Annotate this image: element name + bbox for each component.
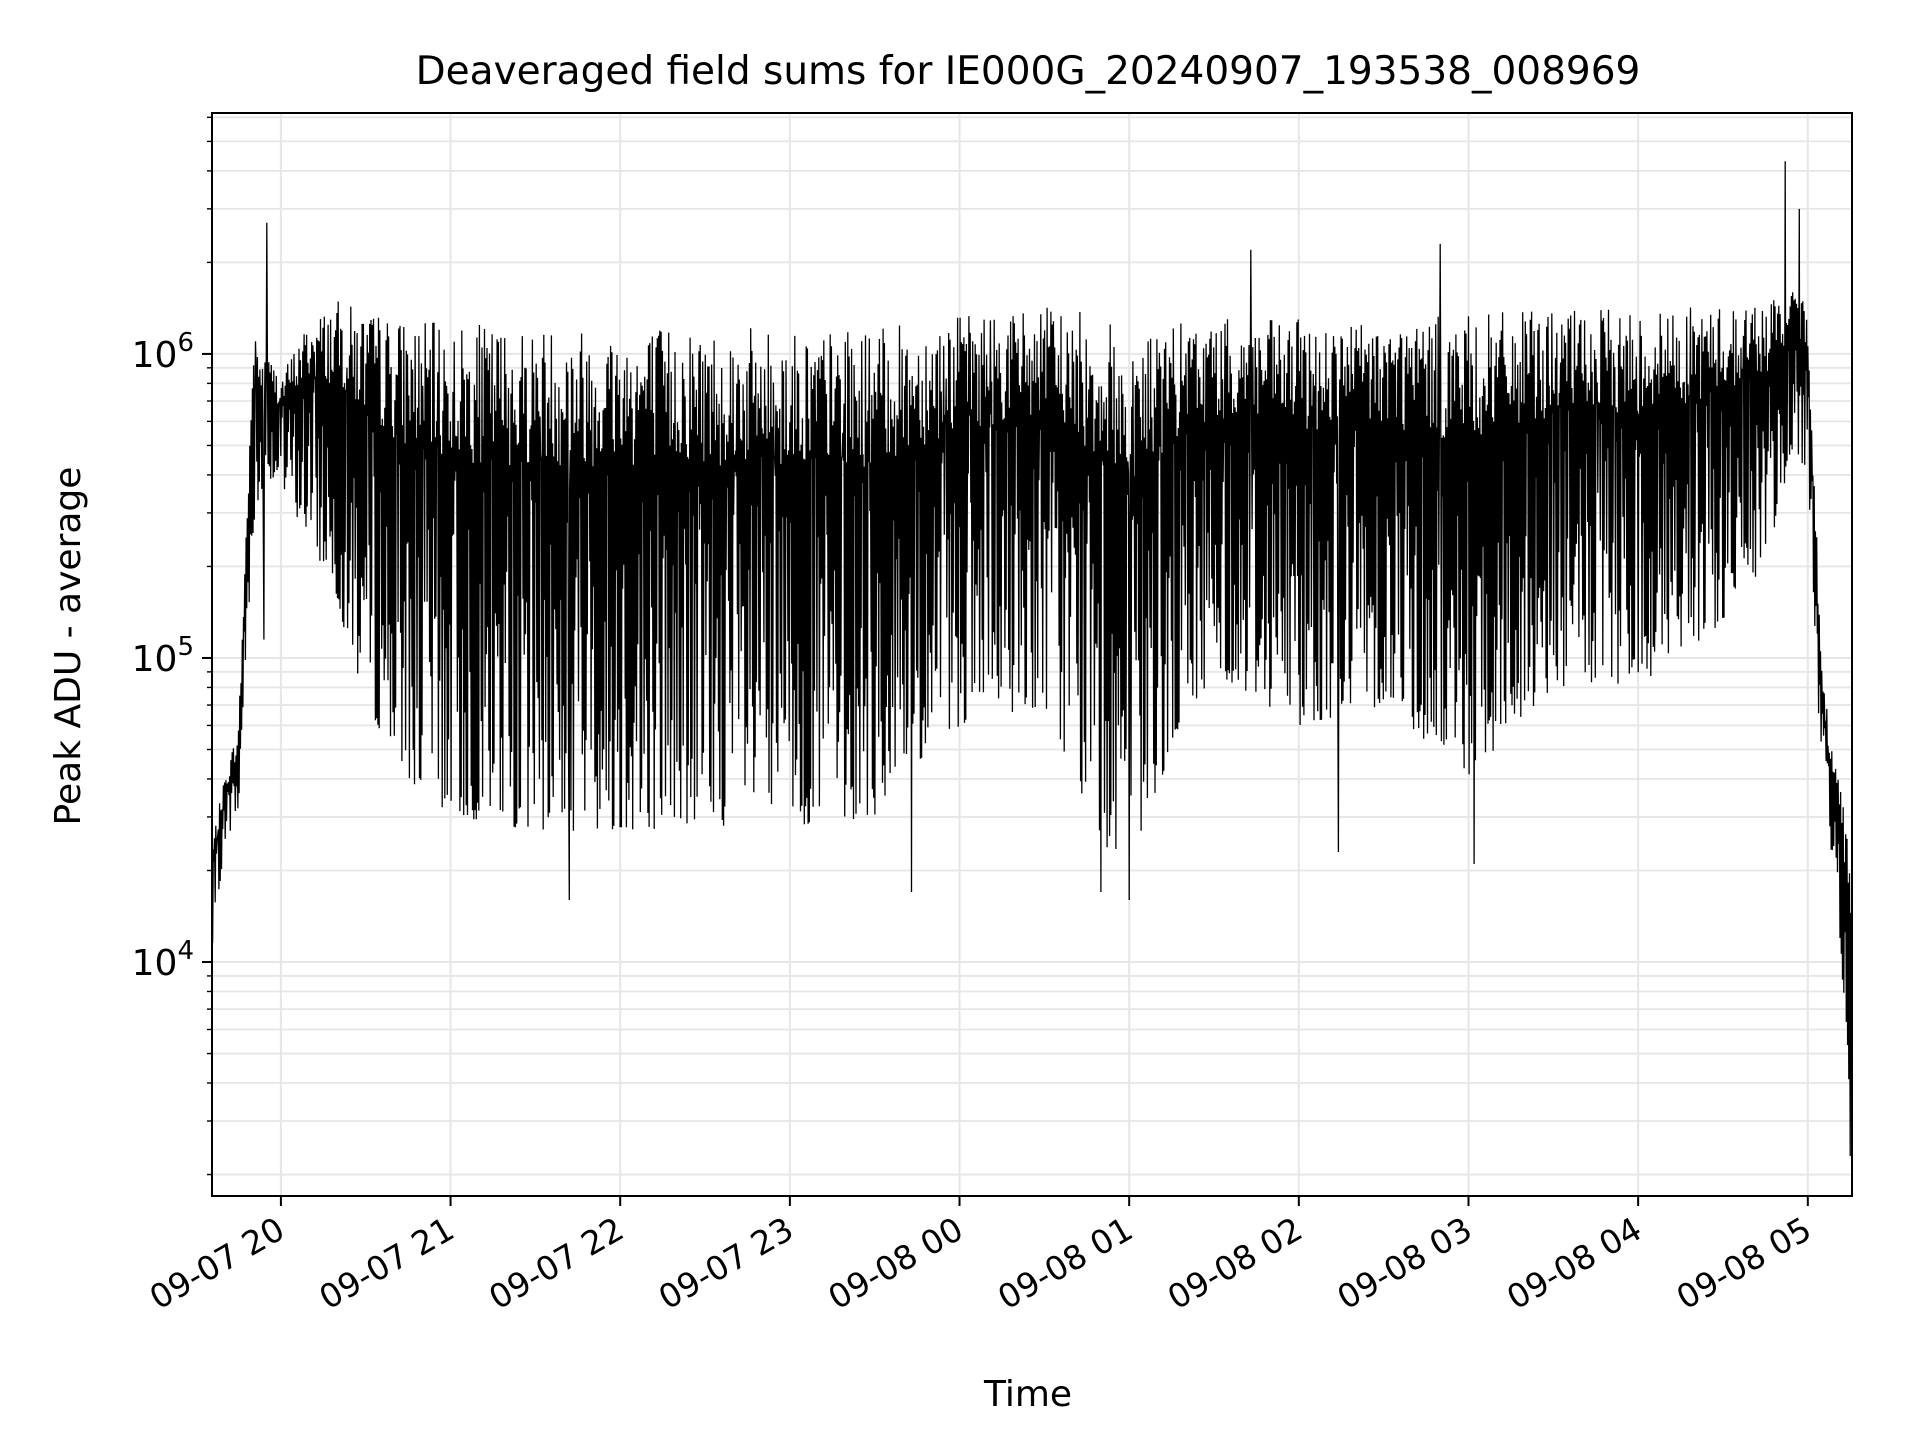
data-series xyxy=(212,161,1852,1157)
x-axis-label: Time xyxy=(983,1374,1072,1415)
y-tick-label: 104 xyxy=(132,936,194,984)
y-axis-label: Peak ADU - average xyxy=(48,467,89,826)
y-axis-ticks: 104 105 106 xyxy=(132,116,212,1176)
y-tick-label: 105 xyxy=(132,632,194,680)
series-line xyxy=(212,161,1852,1157)
y-tick-label: 106 xyxy=(132,328,194,376)
chart-title: Deaveraged field sums for IE000G_2024090… xyxy=(416,49,1641,94)
plot-frame xyxy=(211,112,1853,1197)
